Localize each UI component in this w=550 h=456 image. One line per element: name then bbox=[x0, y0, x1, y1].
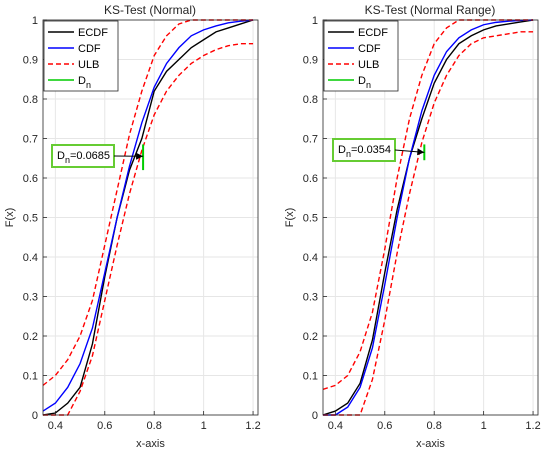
x-tick-label: 1 bbox=[481, 420, 487, 432]
y-tick-label: 0.7 bbox=[303, 134, 318, 146]
series-line-ulb-3 bbox=[43, 43, 254, 416]
legend-label-1: CDF bbox=[358, 43, 381, 55]
y-tick-label: 0.4 bbox=[303, 252, 318, 264]
x-tick-label: 0.8 bbox=[147, 420, 162, 432]
annotation-arrow-head bbox=[417, 148, 425, 156]
series-line-ecdf-0 bbox=[323, 19, 534, 416]
x-tick-label: 0.4 bbox=[328, 420, 343, 432]
y-tick-label: 0.2 bbox=[303, 331, 318, 343]
y-tick-label: 0 bbox=[312, 410, 318, 422]
legend-label-1: CDF bbox=[78, 43, 101, 55]
series-line-ulb-2 bbox=[323, 19, 534, 390]
y-axis-label: F(x) bbox=[284, 208, 296, 228]
series-line-ecdf-0 bbox=[43, 19, 254, 416]
x-tick-label: 1.2 bbox=[245, 420, 260, 432]
legend-label-2: ULB bbox=[78, 59, 99, 71]
dn-annotation: Dn=0.0685 bbox=[51, 144, 144, 168]
legend-label-0: ECDF bbox=[78, 27, 108, 39]
left-chart-panel: 0.4 0.6 0.8 1 1.2 0 0.1 0.2 0.3 0.4 0.5 0.6 0.7 0.8 0.… bbox=[4, 3, 261, 450]
y-tick-label: 0.1 bbox=[303, 371, 318, 383]
y-tick-label: 0.3 bbox=[23, 292, 38, 304]
x-tick-label: 1.2 bbox=[525, 420, 540, 432]
annotation-arrow-head bbox=[136, 152, 144, 160]
right-chart-panel: 0.4 0.6 0.8 1 1.2 0 0.1 0.2 0.3 0.4 0.5 0.6 0.7 0.8 0.… bbox=[284, 3, 541, 450]
y-tick-label: 0.6 bbox=[23, 173, 38, 185]
y-tick-label: 0.8 bbox=[23, 94, 38, 106]
y-tick-label: 0.5 bbox=[303, 213, 318, 225]
y-tick-label: 1 bbox=[32, 15, 38, 27]
chart-title: KS-Test (Normal) bbox=[104, 3, 196, 17]
y-tick-label: 0.5 bbox=[23, 213, 38, 225]
y-tick-label: 0.8 bbox=[303, 94, 318, 106]
y-tick-label: 0.4 bbox=[23, 252, 38, 264]
series-line-cdf-1 bbox=[323, 19, 534, 416]
x-tick-label: 0.8 bbox=[427, 420, 442, 432]
x-axis-label: x-axis bbox=[416, 438, 445, 450]
y-tick-label: 0 bbox=[32, 410, 38, 422]
annotation-text: Dn=0.0685 bbox=[57, 150, 110, 165]
y-tick-label: 0.1 bbox=[23, 371, 38, 383]
y-tick-label: 0.2 bbox=[23, 331, 38, 343]
series-line-cdf-1 bbox=[43, 19, 254, 412]
x-tick-label: 0.6 bbox=[377, 420, 392, 432]
legend-label-0: ECDF bbox=[358, 27, 388, 39]
x-tick-label: 1 bbox=[201, 420, 207, 432]
x-tick-label: 0.4 bbox=[48, 420, 63, 432]
y-tick-label: 1 bbox=[312, 15, 318, 27]
y-tick-label: 0.9 bbox=[23, 55, 38, 67]
y-tick-label: 0.7 bbox=[23, 134, 38, 146]
x-tick-label: 0.6 bbox=[97, 420, 112, 432]
chart-title: KS-Test (Normal Range) bbox=[365, 3, 496, 17]
y-tick-label: 0.9 bbox=[303, 55, 318, 67]
legend-label-2: ULB bbox=[358, 59, 379, 71]
dn-annotation: Dn=0.0354 bbox=[332, 138, 425, 162]
annotation-text: Dn=0.0354 bbox=[338, 144, 391, 159]
x-axis-label: x-axis bbox=[136, 438, 165, 450]
y-tick-label: 0.6 bbox=[303, 173, 318, 185]
y-axis-label: F(x) bbox=[4, 208, 16, 228]
y-tick-label: 0.3 bbox=[303, 292, 318, 304]
